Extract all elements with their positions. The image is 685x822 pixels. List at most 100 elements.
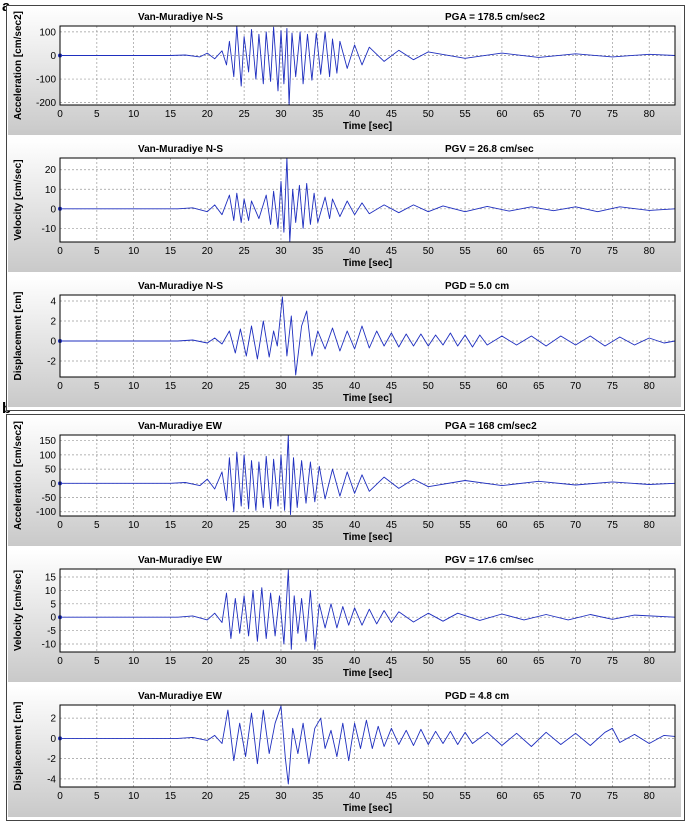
x-tick-label: 75 — [607, 656, 619, 667]
x-tick-label: 35 — [312, 520, 324, 531]
plot-border — [59, 157, 676, 243]
x-tick-label: 35 — [312, 381, 324, 392]
y-axis-label: Acceleration [cm/sec2] — [13, 11, 24, 120]
x-tick-label: 60 — [496, 656, 508, 667]
x-tick-label: 0 — [57, 246, 63, 257]
plot-border — [59, 568, 676, 653]
x-tick-label: 5 — [94, 381, 100, 392]
x-tick-label: 20 — [202, 520, 214, 531]
x-tick-label: 35 — [312, 246, 324, 257]
x-tick-label: 5 — [94, 791, 100, 802]
x-tick-label: 0 — [57, 109, 63, 120]
x-tick-label: 70 — [570, 381, 582, 392]
x-tick-label: 80 — [644, 381, 656, 392]
x-tick-label: 10 — [128, 656, 140, 667]
x-tick-label: 45 — [386, 656, 398, 667]
series-line — [60, 25, 676, 106]
plot-area — [59, 434, 676, 517]
x-tick-label: 0 — [57, 381, 63, 392]
chart-title: Van-Muradiye EW — [138, 555, 222, 566]
chart-title: Van-Muradiye N-S — [138, 281, 223, 292]
x-tick-label: 15 — [165, 656, 177, 667]
x-tick-label: 15 — [165, 791, 177, 802]
y-tick-label: 15 — [45, 573, 57, 584]
series-line — [60, 157, 676, 243]
x-tick-label: 35 — [312, 791, 324, 802]
x-tick-label: 30 — [275, 109, 287, 120]
chart-title: Van-Muradiye EW — [138, 421, 222, 432]
plot-area — [59, 25, 676, 106]
x-tick-label: 55 — [460, 109, 472, 120]
x-tick-label: 5 — [94, 656, 100, 667]
plot-border — [59, 294, 676, 378]
x-tick-label: 70 — [570, 656, 582, 667]
plot-area — [59, 568, 676, 653]
x-tick-label: 45 — [386, 109, 398, 120]
x-tick-label: 25 — [239, 381, 251, 392]
x-axis-label: Time [sec] — [343, 121, 392, 132]
x-tick-label: 80 — [644, 791, 656, 802]
y-tick-label: 100 — [39, 450, 56, 461]
chart-title: Van-Muradiye EW — [138, 691, 222, 702]
y-tick-label: 20 — [45, 165, 57, 176]
x-tick-label: 75 — [607, 381, 619, 392]
x-tick-label: 60 — [496, 791, 508, 802]
x-tick-label: 45 — [386, 381, 398, 392]
x-tick-label: 30 — [275, 791, 287, 802]
x-tick-label: 20 — [202, 381, 214, 392]
x-tick-label: 70 — [570, 791, 582, 802]
x-axis-label: Time [sec] — [343, 532, 392, 543]
y-tick-label: -2 — [47, 357, 56, 368]
peak-value-label: PGD = 5.0 cm — [445, 281, 509, 292]
x-tick-label: 60 — [496, 520, 508, 531]
x-tick-label: 10 — [128, 520, 140, 531]
plot-area — [59, 294, 676, 378]
x-tick-label: 10 — [128, 791, 140, 802]
x-tick-label: 55 — [460, 381, 472, 392]
y-tick-label: 0 — [50, 51, 56, 62]
chart-svg-1: 0 5 10 15 20 25 30 35 40 45 50 55 60 65 70 75 8020100-10… — [8, 139, 681, 272]
x-axis-label: Time [sec] — [343, 803, 392, 814]
plot-displacement-ew: 0 5 10 15 20 25 30 35 40 45 50 55 60 65 70 75 80 2 0 -2 -4 Va… — [8, 686, 681, 817]
y-tick-label: 0 — [50, 734, 56, 745]
chart-svg-2: 0 5 10 15 20 25 30 35 40 45 50 55 60 65 70 75 80420-2Van… — [8, 276, 681, 407]
y-tick-label: -4 — [47, 774, 56, 785]
y-tick-label: -100 — [36, 75, 56, 86]
y-tick-label: 10 — [45, 185, 57, 196]
y-axis-label: Velocity [cm/sec] — [13, 570, 24, 651]
x-tick-label: 15 — [165, 381, 177, 392]
plot-velocity-ns: 0 5 10 15 20 25 30 35 40 45 50 55 60 65 70 75 80 20 10 0 -10… — [8, 139, 681, 272]
y-tick-label: -50 — [42, 493, 57, 504]
peak-value-label: PGA = 178.5 cm/sec2 — [445, 12, 545, 23]
x-tick-label: 35 — [312, 656, 324, 667]
x-tick-label: 5 — [94, 246, 100, 257]
x-tick-label: 25 — [239, 656, 251, 667]
y-tick-label: -10 — [42, 224, 57, 235]
x-tick-label: 35 — [312, 109, 324, 120]
y-tick-label: 2 — [50, 317, 56, 328]
x-tick-label: 30 — [275, 520, 287, 531]
x-tick-label: 60 — [496, 109, 508, 120]
x-tick-label: 65 — [533, 246, 545, 257]
x-tick-label: 25 — [239, 520, 251, 531]
x-tick-label: 10 — [128, 381, 140, 392]
x-tick-label: 15 — [165, 520, 177, 531]
x-tick-label: 20 — [202, 109, 214, 120]
x-tick-label: 40 — [349, 791, 361, 802]
chart-svg-4: 0 5 10 15 20 25 30 35 40 45 50 55 60 65 70 75 80151050-5… — [8, 550, 681, 682]
x-tick-label: 75 — [607, 791, 619, 802]
plot-area — [59, 157, 676, 243]
y-tick-label: 4 — [50, 297, 56, 308]
x-tick-label: 15 — [165, 246, 177, 257]
x-axis-label: Time [sec] — [343, 668, 392, 679]
plot-border — [59, 434, 676, 517]
x-tick-label: 25 — [239, 246, 251, 257]
plot-displacement-ns: 0 5 10 15 20 25 30 35 40 45 50 55 60 65 70 75 80 4 2 0 -2 Van… — [8, 276, 681, 407]
x-tick-label: 0 — [57, 656, 63, 667]
x-tick-label: 15 — [165, 109, 177, 120]
chart-title: Van-Muradiye N-S — [138, 12, 223, 23]
x-tick-label: 65 — [533, 109, 545, 120]
x-tick-label: 45 — [386, 791, 398, 802]
x-tick-label: 70 — [570, 520, 582, 531]
x-tick-label: 75 — [607, 246, 619, 257]
